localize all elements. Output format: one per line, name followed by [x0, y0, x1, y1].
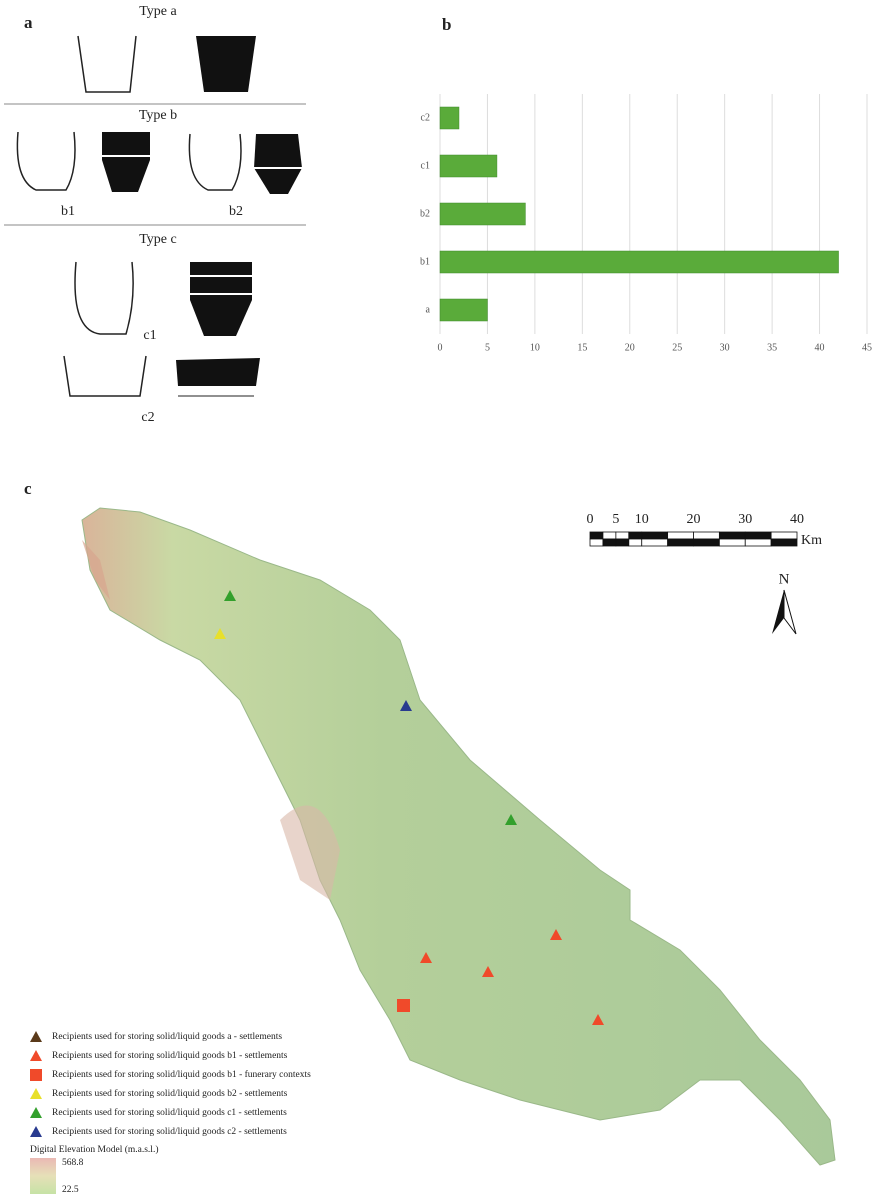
panel-label: a [24, 13, 33, 32]
scale-segment [771, 539, 797, 546]
scale-segment [642, 532, 668, 539]
map-region [82, 508, 835, 1165]
panel-label: b [442, 15, 451, 34]
scale-label: 0 [587, 512, 594, 527]
bar [440, 251, 839, 273]
legend-symbol [30, 1107, 42, 1118]
legend-symbol [30, 1050, 42, 1061]
bar [440, 299, 487, 321]
vessel-silhouette [102, 132, 150, 192]
x-tick-label: 10 [530, 342, 540, 353]
subtype-label: c1 [143, 328, 156, 343]
vessel-silhouette [190, 262, 252, 336]
vessel-drawing [17, 132, 75, 190]
scale-label: 10 [635, 512, 649, 527]
y-tick-label: a [426, 304, 431, 315]
site-marker [397, 999, 410, 1012]
y-tick-label: c1 [421, 160, 430, 171]
scale-segment [719, 532, 745, 539]
bar [440, 155, 497, 177]
legend-symbol [30, 1031, 42, 1042]
vessel-silhouette [254, 134, 302, 194]
legend-label: Recipients used for storing solid/liquid… [52, 1031, 282, 1042]
bar [440, 203, 525, 225]
subtype-label: b2 [229, 204, 243, 219]
dem-ramp [30, 1158, 56, 1194]
scale-unit: Km [801, 533, 822, 548]
legend: Recipients used for storing solid/liquid… [30, 1031, 311, 1195]
legend-label: Recipients used for storing solid/liquid… [52, 1088, 288, 1099]
vessel-silhouette [196, 36, 256, 92]
scale-segment [616, 539, 629, 546]
x-tick-label: 15 [577, 342, 587, 353]
x-tick-label: 20 [625, 342, 635, 353]
x-tick-label: 35 [767, 342, 777, 353]
vessel-drawing [189, 134, 241, 190]
dem-min: 22.5 [62, 1185, 79, 1195]
vessel-silhouette [176, 358, 260, 386]
scale-segment [616, 532, 629, 539]
north-arrow [772, 590, 784, 634]
type-heading: Type a [139, 4, 177, 19]
panel-c: c N Recipients used for storing solid/li… [24, 479, 835, 1195]
scale-label: 20 [687, 512, 701, 527]
vessel-drawing [78, 36, 136, 92]
x-tick-label: 25 [672, 342, 682, 353]
panel-a: a Type a Type b b1 b2 Type c c1 c2 [4, 4, 306, 425]
x-tick-label: 40 [815, 342, 825, 353]
y-tick-label: c2 [421, 112, 430, 123]
x-tick-label: 5 [485, 342, 490, 353]
x-tick-label: 30 [720, 342, 730, 353]
legend-label: Recipients used for storing solid/liquid… [52, 1126, 287, 1137]
scale-segment [771, 532, 797, 539]
scale-segment [668, 539, 694, 546]
scale-segment [694, 532, 720, 539]
subtype-label: c2 [141, 410, 154, 425]
panel-b: b 0 5 10 15 20 25 30 35 40 45 c2 c1 b2 b1 a [420, 15, 872, 353]
scale-segment [745, 532, 771, 539]
legend-symbol [30, 1126, 42, 1137]
subtype-label: b1 [61, 204, 75, 219]
scale-segment [603, 539, 616, 546]
north-arrow [784, 590, 796, 634]
y-tick-label: b1 [420, 256, 430, 267]
legend-symbol [30, 1069, 42, 1081]
scale-segment [603, 532, 616, 539]
y-tick-label: b2 [420, 208, 430, 219]
dem-max: 568.8 [62, 1158, 84, 1168]
north-label: N [779, 571, 790, 587]
bar [440, 107, 459, 129]
vessel-drawing [75, 262, 133, 334]
scale-label: 5 [612, 512, 619, 527]
vessel-drawing [64, 356, 146, 396]
legend-label: Recipients used for storing solid/liquid… [52, 1069, 311, 1080]
scale-label: 40 [790, 512, 804, 527]
legend-label: Recipients used for storing solid/liquid… [52, 1107, 287, 1118]
scale-segment [745, 539, 771, 546]
figure: a Type a Type b b1 b2 Type c c1 c2 b 0 5 1… [0, 0, 877, 1197]
type-heading: Type c [139, 232, 177, 247]
legend-label: Recipients used for storing solid/liquid… [52, 1050, 288, 1061]
scale-segment [719, 539, 745, 546]
dem-title: Digital Elevation Model (m.a.s.l.) [30, 1144, 159, 1155]
scale-segment [590, 539, 603, 546]
type-heading: Type b [139, 108, 177, 123]
scale-segment [629, 532, 642, 539]
scale-segment [668, 532, 694, 539]
panel-label: c [24, 479, 32, 498]
scale-segment [629, 539, 642, 546]
scale-segment [694, 539, 720, 546]
scale-segment [642, 539, 668, 546]
scale-segment [590, 532, 603, 539]
scale-label: 30 [738, 512, 752, 527]
legend-symbol [30, 1088, 42, 1099]
x-tick-label: 0 [438, 342, 443, 353]
x-tick-label: 45 [862, 342, 872, 353]
